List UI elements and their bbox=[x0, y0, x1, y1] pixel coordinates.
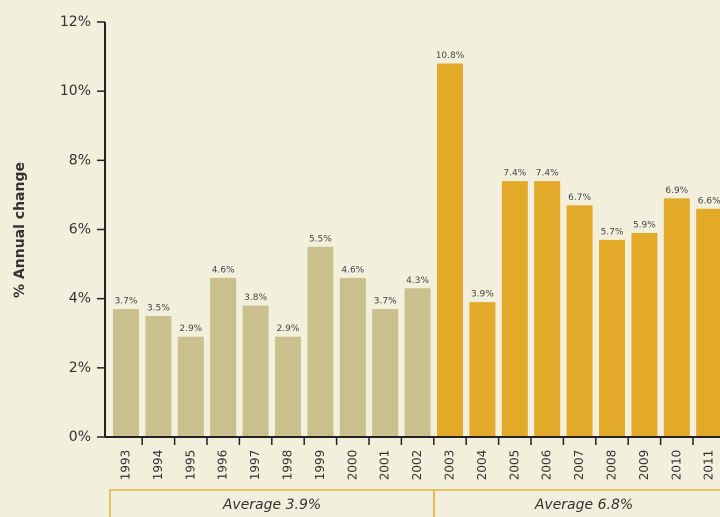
x-tick-label: 2011 bbox=[702, 450, 716, 481]
data-label: 5.7% bbox=[601, 227, 624, 237]
x-tick-label: 2005 bbox=[507, 450, 521, 481]
x-tick-label: 2001 bbox=[378, 450, 392, 481]
data-label: 7.4% bbox=[503, 169, 526, 179]
bar bbox=[534, 181, 561, 437]
bar bbox=[210, 277, 237, 437]
bar bbox=[599, 239, 625, 437]
x-tick-label: 1999 bbox=[313, 450, 327, 481]
data-label: 3.8% bbox=[244, 293, 267, 303]
bar bbox=[275, 336, 301, 437]
data-label: 5.9% bbox=[633, 220, 656, 230]
x-tick-label: 2010 bbox=[669, 450, 683, 481]
x-tick-label: 2007 bbox=[572, 450, 586, 481]
y-axis-label: % Annual change bbox=[12, 162, 28, 298]
data-label: 4.6% bbox=[212, 265, 235, 275]
x-tick-label: 1998 bbox=[281, 450, 295, 481]
bar bbox=[145, 315, 172, 437]
data-label: 3.7% bbox=[374, 297, 397, 307]
data-label: 2.9% bbox=[277, 324, 300, 334]
data-label: 3.7% bbox=[115, 297, 138, 307]
x-tick-label: 2000 bbox=[345, 450, 359, 481]
y-tick-label: 4% bbox=[69, 291, 91, 307]
bar bbox=[631, 232, 658, 437]
x-tick-label: 2002 bbox=[410, 450, 424, 481]
y-tick-label: 12% bbox=[60, 14, 91, 30]
data-label: 7.4% bbox=[536, 169, 559, 179]
bar bbox=[372, 309, 399, 437]
average-box bbox=[433, 489, 720, 517]
x-tick-label: 1993 bbox=[119, 450, 133, 481]
bar bbox=[501, 181, 528, 437]
y-tick-label: 8% bbox=[69, 152, 91, 168]
x-tick-label: 1995 bbox=[183, 450, 197, 481]
y-tick-label: 2% bbox=[69, 360, 91, 376]
x-tick-label: 2009 bbox=[637, 450, 651, 481]
data-label: 5.5% bbox=[309, 234, 332, 244]
bar bbox=[339, 277, 366, 437]
data-label: 4.3% bbox=[406, 276, 429, 286]
bar bbox=[696, 208, 720, 437]
data-label: 6.7% bbox=[568, 193, 591, 203]
bar bbox=[469, 302, 496, 437]
data-label: 3.9% bbox=[471, 290, 494, 300]
x-tick-label: 2003 bbox=[443, 450, 457, 481]
x-tick-label: 1994 bbox=[151, 450, 165, 481]
bar bbox=[242, 305, 269, 437]
x-tick-label: 2004 bbox=[475, 450, 489, 481]
bar bbox=[307, 246, 334, 437]
bar bbox=[404, 288, 431, 437]
data-label: 4.6% bbox=[341, 265, 364, 275]
x-tick-label: 2006 bbox=[540, 450, 554, 481]
data-label: 6.9% bbox=[665, 186, 688, 196]
average-label: Average 3.9% bbox=[222, 497, 321, 513]
y-tick-label: 6% bbox=[69, 222, 91, 238]
y-tick-label: 0% bbox=[69, 429, 91, 445]
bar bbox=[113, 309, 139, 437]
x-tick-label: 2008 bbox=[605, 450, 619, 481]
y-tick-label: 10% bbox=[60, 83, 91, 99]
x-tick-label: 1996 bbox=[216, 450, 230, 481]
data-label: 6.6% bbox=[698, 196, 720, 206]
bar bbox=[566, 205, 593, 437]
x-tick-label: 1997 bbox=[248, 450, 262, 481]
bar bbox=[177, 336, 204, 437]
average-label: Average 6.8% bbox=[534, 497, 633, 513]
data-label: 2.9% bbox=[179, 324, 202, 334]
bar bbox=[437, 63, 463, 437]
data-label: 3.5% bbox=[147, 303, 170, 313]
data-label: 10.8% bbox=[436, 51, 465, 61]
bar bbox=[663, 198, 690, 437]
